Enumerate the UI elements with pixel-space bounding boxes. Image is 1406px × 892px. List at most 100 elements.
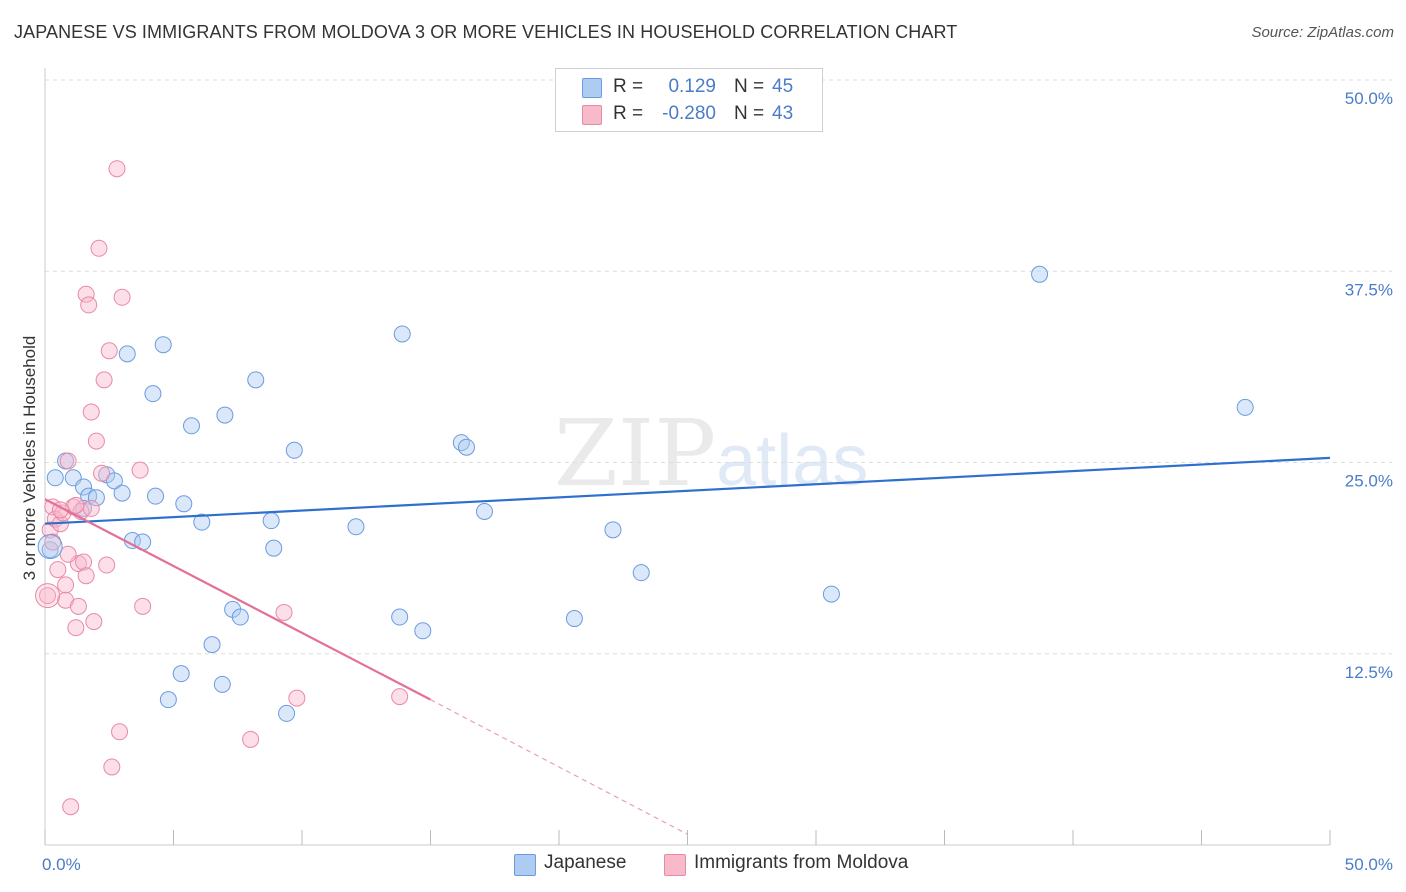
- japanese-point: [278, 704, 296, 722]
- moldova-point: [69, 597, 87, 615]
- moldova-point: [80, 296, 98, 314]
- moldova-point: [134, 597, 152, 615]
- moldova-point: [39, 587, 57, 605]
- series-swatch-moldova: [664, 854, 686, 876]
- japanese-point: [75, 478, 93, 496]
- y-axis-label: 3 or more Vehicles in Household: [20, 336, 39, 581]
- moldova-point: [49, 561, 67, 579]
- legend-swatch-japanese: [582, 78, 602, 98]
- japanese-point: [46, 469, 64, 487]
- moldova-point: [57, 576, 75, 594]
- japanese-point: [565, 610, 583, 628]
- japanese-point: [822, 585, 840, 603]
- japanese-point: [391, 608, 409, 626]
- legend-n-value: 45: [772, 76, 794, 97]
- japanese-point: [247, 371, 265, 389]
- moldova-point: [108, 160, 126, 178]
- grid-layer: [45, 79, 1392, 655]
- moldova-point: [85, 613, 103, 631]
- japanese-point: [118, 345, 136, 363]
- legend-r-label: R =: [613, 76, 644, 97]
- moldova-point: [67, 619, 85, 637]
- japanese-point: [285, 441, 303, 459]
- moldova-point: [131, 461, 149, 479]
- legend-n-value: 43: [772, 103, 794, 124]
- moldova-point: [87, 432, 105, 450]
- moldova-point: [242, 730, 260, 748]
- japanese-point: [159, 691, 177, 709]
- axis-layer: [44, 68, 1331, 846]
- moldova-point: [113, 288, 131, 306]
- source-label: Source: ZipAtlas.com: [1251, 24, 1394, 41]
- japanese-point: [265, 539, 283, 557]
- japanese-point: [147, 487, 165, 505]
- moldova-point: [275, 603, 293, 621]
- japanese-point: [632, 564, 650, 582]
- series-label-moldova: Immigrants from Moldova: [694, 852, 909, 873]
- label-layer: 50.0% 37.5% 25.0% 12.5% 0.0% 50.0% 3 or more V…: [20, 89, 1393, 874]
- moldova-point: [77, 285, 95, 303]
- moldova-point: [62, 798, 80, 816]
- japanese-point: [113, 484, 131, 502]
- japanese-point: [182, 417, 200, 435]
- points-layer: [35, 160, 1254, 816]
- moldova-point: [35, 583, 61, 609]
- moldova-point: [67, 496, 85, 514]
- watermark-zip: ZIP: [554, 400, 717, 507]
- legend-n-label: N =: [734, 76, 765, 97]
- moldova-point: [82, 499, 100, 517]
- x-tick-label-max: 50.0%: [1345, 855, 1393, 874]
- japanese-point: [1236, 398, 1254, 416]
- moldova-point: [103, 758, 121, 776]
- moldova-point: [391, 688, 409, 706]
- moldova-point: [44, 533, 62, 551]
- legend-row-japanese: R = 0.129 N = 45: [556, 74, 822, 100]
- watermark: ZIPatlas: [554, 400, 868, 507]
- legend-r-value: 0.129: [668, 76, 716, 97]
- japanese-point: [203, 636, 221, 654]
- moldova-point: [95, 371, 113, 389]
- moldova-point: [59, 545, 77, 563]
- moldova-point: [98, 556, 116, 574]
- moldova-trend-line: [44, 498, 432, 701]
- moldova-point: [288, 689, 306, 707]
- japanese-point: [87, 489, 105, 507]
- correlation-legend: R = 0.129 N = 45 R = -0.280 N = 43: [555, 68, 823, 132]
- legend-row-moldova: R = -0.280 N = 43: [556, 101, 822, 127]
- y-tick-label: 12.5%: [1345, 663, 1393, 682]
- moldova-point: [90, 239, 108, 257]
- chart-title: JAPANESE VS IMMIGRANTS FROM MOLDOVA 3 OR…: [14, 22, 958, 42]
- y-tick-label: 37.5%: [1345, 280, 1393, 299]
- japanese-point: [193, 513, 211, 531]
- japanese-point: [452, 434, 470, 452]
- moldova-point: [75, 553, 93, 571]
- japanese-point: [604, 521, 622, 539]
- japanese-point: [475, 502, 493, 520]
- moldova-point: [111, 723, 129, 741]
- moldova-trend-extension: [430, 699, 688, 835]
- japanese-point: [347, 518, 365, 536]
- japanese-point: [414, 622, 432, 640]
- moldova-point: [100, 342, 118, 360]
- moldova-point: [93, 464, 111, 482]
- moldova-point: [59, 452, 77, 470]
- japanese-trend-line: [44, 456, 1331, 525]
- japanese-point: [213, 675, 231, 693]
- legend-r-label: R =: [613, 103, 644, 124]
- japanese-point: [216, 406, 234, 424]
- legend-swatch-moldova: [582, 105, 602, 125]
- legend-n-label: N =: [734, 103, 765, 124]
- moldova-point: [82, 403, 100, 421]
- japanese-point: [144, 385, 162, 403]
- japanese-point: [231, 608, 249, 626]
- legend-r-value: -0.280: [662, 103, 716, 124]
- japanese-point: [393, 325, 411, 343]
- japanese-point: [1031, 265, 1049, 283]
- series-label-japanese: Japanese: [544, 852, 627, 873]
- japanese-point: [37, 534, 63, 560]
- x-tick-label-min: 0.0%: [42, 855, 81, 874]
- y-tick-label: 50.0%: [1345, 89, 1393, 108]
- series-legend: Japanese Immigrants from Moldova: [0, 852, 1406, 878]
- moldova-point: [77, 567, 95, 585]
